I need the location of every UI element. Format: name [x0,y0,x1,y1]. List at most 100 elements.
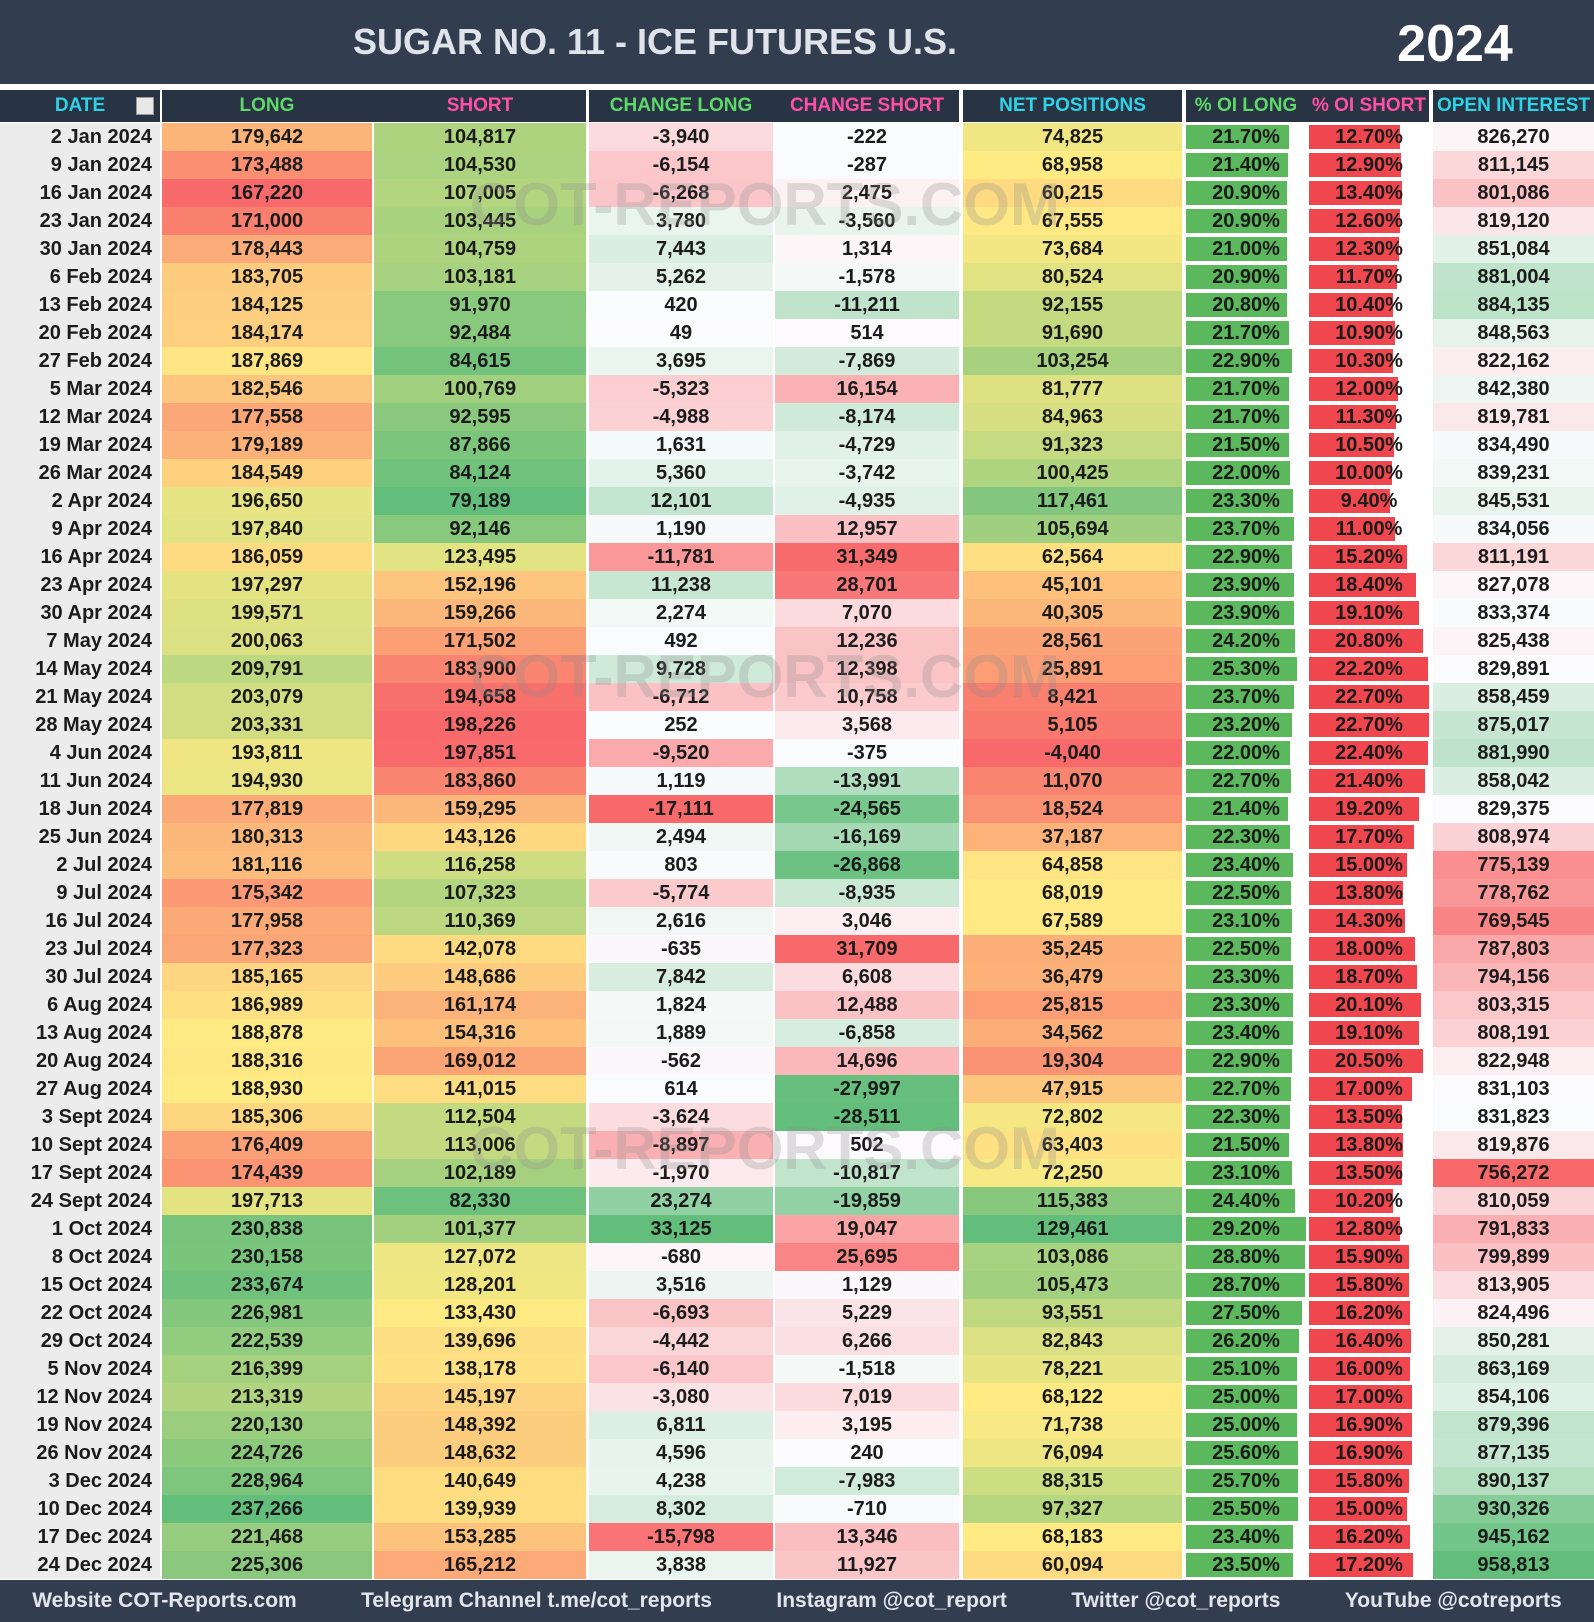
data-bar [1186,1357,1297,1381]
cell: 756,272 [1433,1159,1594,1187]
cell: 179,189 [162,431,372,459]
cell: 84,963 [963,403,1182,431]
cell: 1,129 [775,1271,959,1299]
cell: 184,125 [162,291,372,319]
cell: 819,781 [1433,403,1594,431]
cell: 17.20% [1335,1554,1403,1576]
cell: 19.10% [1335,1022,1403,1044]
cell: 80,524 [963,263,1182,291]
data-bar [1186,1525,1293,1549]
cell: 1,119 [589,767,773,795]
cell: -17,111 [589,795,773,823]
cell: 23,274 [589,1187,773,1215]
cell: 22.00% [1212,462,1280,484]
cell: 825,438 [1433,627,1594,655]
cell: 23.70% [1212,686,1280,708]
cell: -10,817 [775,1159,959,1187]
cell: -9,520 [589,739,773,767]
cell: 68,958 [963,151,1182,179]
cell: 20.50% [1335,1050,1403,1072]
cell: 20.80% [1212,294,1280,316]
cell: 30 Apr 2024 [0,599,160,627]
cell: 21.50% [1212,434,1280,456]
cell: 20.90% [1212,182,1280,204]
cell: 174,439 [162,1159,372,1187]
data-bar [1309,769,1426,793]
cell: 13.50% [1335,1106,1403,1128]
cell: 141,015 [374,1075,586,1103]
data-bar [1309,377,1398,401]
data-bar [1309,265,1398,289]
cell: 68,183 [963,1523,1182,1551]
cell: 23.40% [1212,1526,1280,1548]
cell: 15.20% [1335,546,1403,568]
data-bar [1186,965,1293,989]
cell: 787,803 [1433,935,1594,963]
cell: 958,813 [1433,1551,1594,1579]
cell: 803,315 [1433,991,1594,1019]
cell: 228,964 [162,1467,372,1495]
data-bar [1309,545,1408,569]
cell: -4,729 [775,431,959,459]
data-bar [1309,181,1402,205]
cell: 60,215 [963,179,1182,207]
cell: 23.10% [1212,1162,1280,1184]
cell: 808,974 [1433,823,1594,851]
cell: 8 Oct 2024 [0,1243,160,1271]
data-bar [1309,797,1419,821]
cell: 101,377 [374,1215,586,1243]
cell: 73,684 [963,235,1182,263]
data-bar [1186,657,1298,681]
data-bar [1309,1553,1413,1577]
data-bar [1309,1525,1411,1549]
cell: 197,713 [162,1187,372,1215]
data-bar [1309,993,1422,1017]
cell: 22.00% [1212,742,1280,764]
cell: 831,823 [1433,1103,1594,1131]
cell: 203,331 [162,711,372,739]
cell: 25.30% [1212,658,1280,680]
cell: 1,889 [589,1019,773,1047]
cell: 810,059 [1433,1187,1594,1215]
cell: 854,106 [1433,1383,1594,1411]
cell: 92,484 [374,319,586,347]
cell: 16.20% [1335,1302,1403,1324]
cell: 5,262 [589,263,773,291]
cell: -4,442 [589,1327,773,1355]
data-bar [1186,489,1293,513]
cell: 930,326 [1433,1495,1594,1523]
data-bar [1309,741,1429,765]
cell: 863,169 [1433,1355,1594,1383]
cell: 11 Jun 2024 [0,767,160,795]
cell: 25.00% [1212,1386,1280,1408]
cell: 47,915 [963,1075,1182,1103]
data-bar [1186,1553,1294,1577]
cell: 105,473 [963,1271,1182,1299]
cell: 177,558 [162,403,372,431]
data-bar [1186,713,1293,737]
cell: 25,891 [963,655,1182,683]
cell: 107,005 [374,179,586,207]
cell: 20 Feb 2024 [0,319,160,347]
cell: 12,236 [775,627,959,655]
column-header: CHANGE LONG [609,95,753,116]
cell: 92,155 [963,291,1182,319]
cell: 16.90% [1335,1414,1403,1436]
cell: 81,777 [963,375,1182,403]
data-bar [1186,433,1289,457]
cell: -635 [589,935,773,963]
cell: 107,323 [374,879,586,907]
cell: 30 Jan 2024 [0,235,160,263]
cell: -8,897 [589,1131,773,1159]
data-bar [1309,1273,1409,1297]
cell: 92,595 [374,403,586,431]
cell: 18.40% [1335,574,1403,596]
cell: 28,701 [775,571,959,599]
data-bar [1186,1133,1289,1157]
cell: 177,323 [162,935,372,963]
cell: 25,815 [963,991,1182,1019]
data-bar [1186,1497,1298,1521]
cell: 252 [589,711,773,739]
cell: 87,866 [374,431,586,459]
cell: 203,079 [162,683,372,711]
